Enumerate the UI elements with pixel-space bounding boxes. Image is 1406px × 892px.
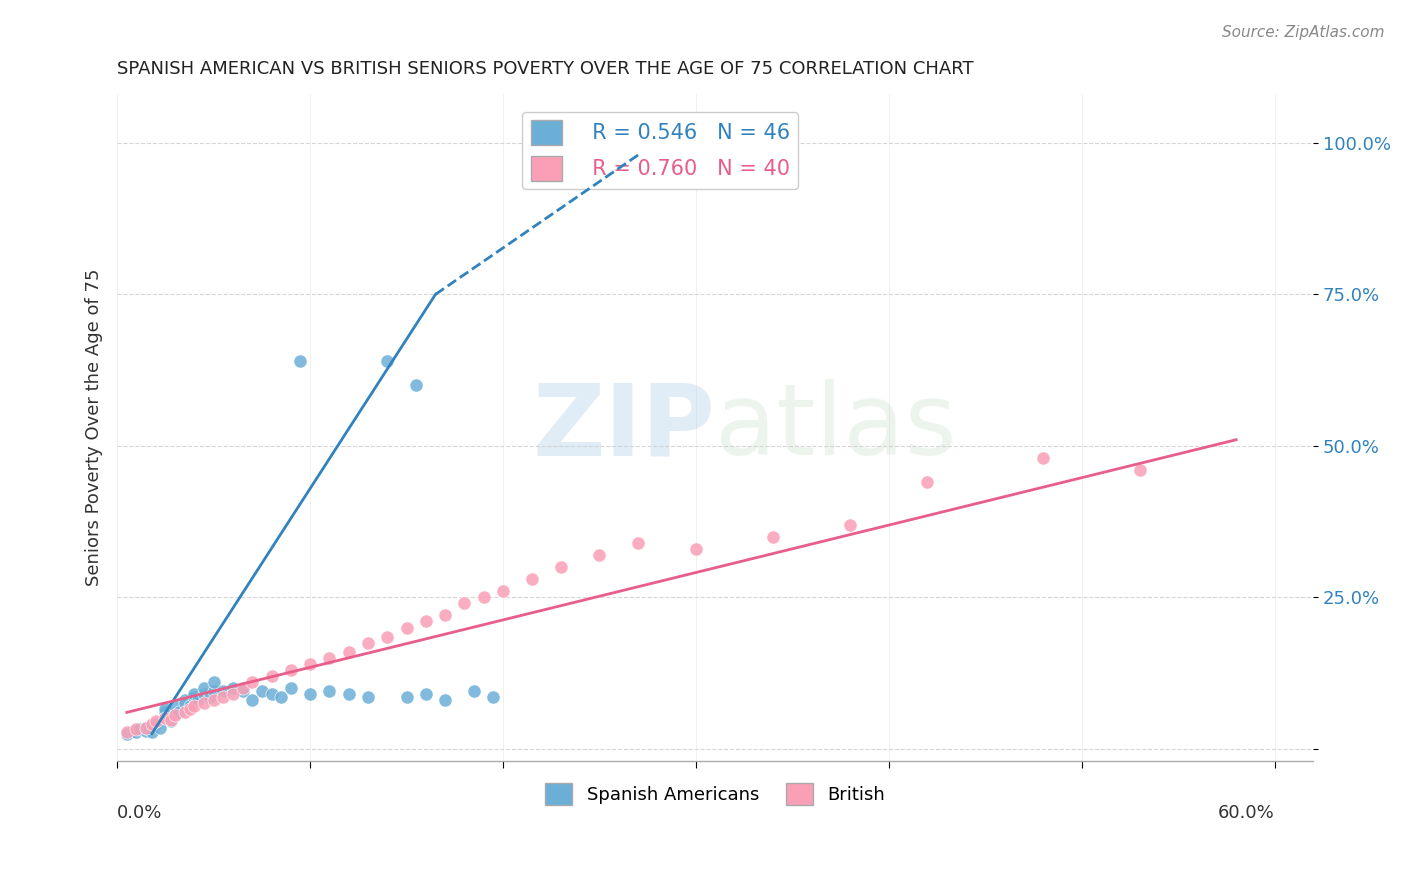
Point bbox=[193, 681, 215, 695]
Point bbox=[240, 693, 263, 707]
Point bbox=[165, 708, 187, 723]
Point bbox=[232, 681, 254, 695]
Point bbox=[395, 621, 418, 635]
Text: 0.0%: 0.0% bbox=[117, 805, 163, 822]
Point bbox=[202, 684, 225, 698]
Point bbox=[290, 354, 312, 368]
Point bbox=[627, 535, 650, 549]
Point bbox=[135, 721, 157, 735]
Point bbox=[299, 687, 322, 701]
Point bbox=[155, 706, 177, 720]
Point bbox=[155, 702, 177, 716]
Point bbox=[135, 723, 157, 738]
Point bbox=[183, 687, 205, 701]
Point bbox=[240, 675, 263, 690]
Point bbox=[434, 693, 457, 707]
Point bbox=[179, 702, 201, 716]
Point bbox=[149, 721, 172, 735]
Point bbox=[167, 706, 190, 720]
Point bbox=[193, 696, 215, 710]
Point bbox=[917, 475, 939, 490]
Point bbox=[145, 717, 167, 731]
Point bbox=[839, 517, 862, 532]
Point bbox=[183, 690, 205, 705]
Point bbox=[492, 584, 515, 599]
Point bbox=[141, 717, 163, 731]
Point bbox=[375, 630, 398, 644]
Point bbox=[125, 724, 148, 739]
Text: ZIP: ZIP bbox=[533, 379, 716, 476]
Text: Source: ZipAtlas.com: Source: ZipAtlas.com bbox=[1222, 25, 1385, 40]
Point bbox=[685, 541, 707, 556]
Point bbox=[260, 687, 283, 701]
Point bbox=[212, 684, 235, 698]
Point bbox=[202, 675, 225, 690]
Point bbox=[198, 690, 221, 705]
Point bbox=[125, 723, 148, 737]
Text: atlas: atlas bbox=[716, 379, 957, 476]
Point bbox=[434, 608, 457, 623]
Point bbox=[405, 378, 427, 392]
Point bbox=[1129, 463, 1152, 477]
Legend: Spanish Americans, British: Spanish Americans, British bbox=[538, 775, 893, 812]
Point bbox=[472, 591, 495, 605]
Point bbox=[160, 714, 183, 729]
Point bbox=[415, 615, 437, 629]
Point bbox=[550, 560, 572, 574]
Point bbox=[115, 724, 138, 739]
Point bbox=[1032, 450, 1054, 465]
Point bbox=[193, 687, 215, 701]
Point bbox=[135, 721, 157, 735]
Point bbox=[357, 636, 380, 650]
Point bbox=[141, 724, 163, 739]
Point bbox=[183, 699, 205, 714]
Point bbox=[187, 693, 209, 707]
Point bbox=[260, 669, 283, 683]
Point bbox=[337, 687, 360, 701]
Point bbox=[232, 684, 254, 698]
Point bbox=[588, 548, 610, 562]
Point bbox=[318, 650, 340, 665]
Point bbox=[173, 693, 195, 707]
Point bbox=[155, 711, 177, 725]
Point bbox=[453, 596, 475, 610]
Point bbox=[222, 687, 245, 701]
Point bbox=[145, 714, 167, 729]
Point bbox=[280, 663, 302, 677]
Y-axis label: Seniors Poverty Over the Age of 75: Seniors Poverty Over the Age of 75 bbox=[86, 268, 103, 586]
Point bbox=[762, 530, 785, 544]
Point bbox=[299, 657, 322, 671]
Point bbox=[129, 723, 152, 737]
Point bbox=[121, 723, 143, 738]
Point bbox=[165, 708, 187, 723]
Point bbox=[222, 681, 245, 695]
Point bbox=[395, 690, 418, 705]
Point bbox=[160, 713, 183, 727]
Point bbox=[165, 699, 187, 714]
Point bbox=[337, 645, 360, 659]
Text: 60.0%: 60.0% bbox=[1218, 805, 1275, 822]
Point bbox=[250, 684, 273, 698]
Point bbox=[202, 693, 225, 707]
Point bbox=[318, 684, 340, 698]
Point bbox=[173, 706, 195, 720]
Point bbox=[280, 681, 302, 695]
Point bbox=[415, 687, 437, 701]
Point bbox=[173, 696, 195, 710]
Point bbox=[375, 354, 398, 368]
Point bbox=[520, 572, 543, 586]
Point bbox=[482, 690, 505, 705]
Point bbox=[212, 690, 235, 705]
Point bbox=[270, 690, 292, 705]
Point bbox=[115, 726, 138, 740]
Text: SPANISH AMERICAN VS BRITISH SENIORS POVERTY OVER THE AGE OF 75 CORRELATION CHART: SPANISH AMERICAN VS BRITISH SENIORS POVE… bbox=[117, 60, 974, 78]
Point bbox=[179, 699, 201, 714]
Point bbox=[357, 690, 380, 705]
Point bbox=[463, 684, 485, 698]
